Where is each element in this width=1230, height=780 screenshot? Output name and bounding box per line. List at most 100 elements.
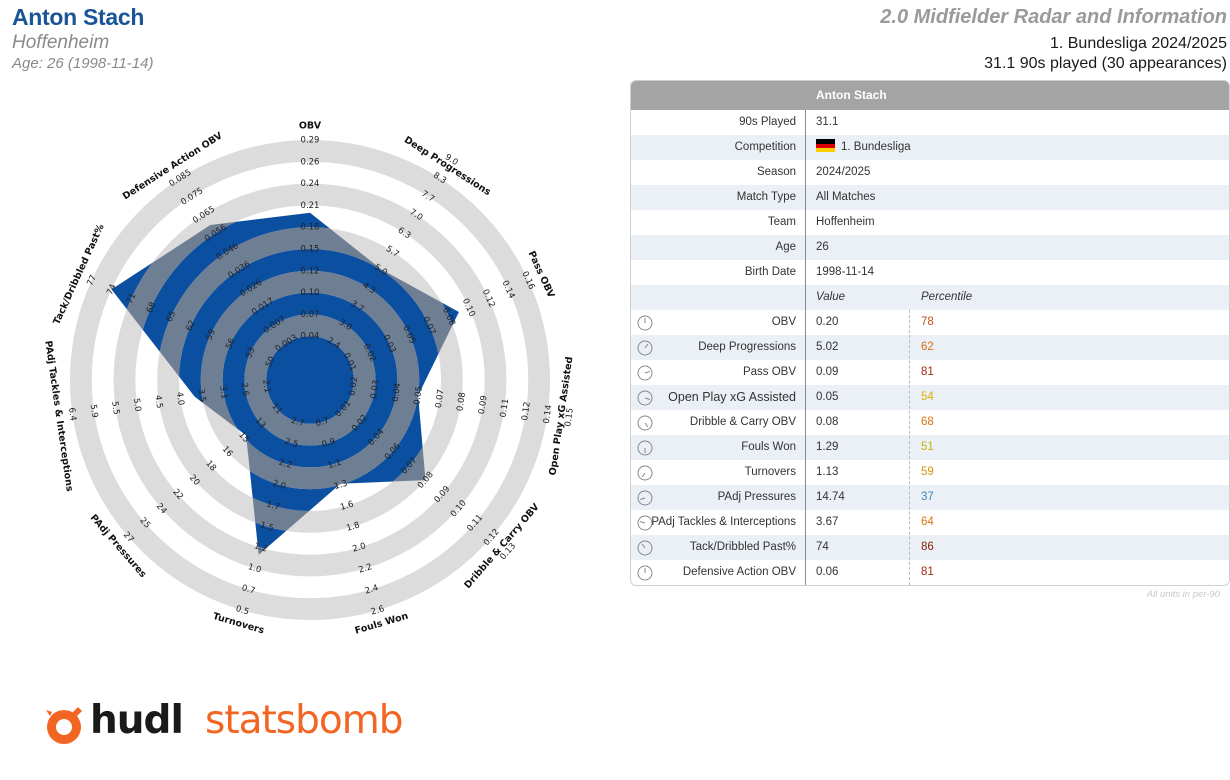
radar-tick-label: 1.0 — [247, 562, 263, 575]
radar-tick-label: 77 — [85, 274, 99, 288]
info-value-text: 26 — [816, 241, 829, 253]
radar-tick-label: 2.6 — [239, 382, 251, 397]
metric-percentile: 81 — [921, 366, 934, 378]
radar-tick-label: 0.14 — [542, 404, 555, 424]
radar-tick-label: 1.3 — [333, 479, 349, 492]
table-row: Deep Progressions 5.02 62 — [631, 335, 1229, 360]
metric-value: 0.08 — [816, 416, 839, 428]
radar-tick-label: 0.18 — [301, 223, 320, 233]
metric-label: Tack/Dribbled Past% — [689, 541, 796, 553]
metric-percentile: 59 — [921, 466, 934, 478]
radar-tick-label: 0.29 — [301, 136, 320, 146]
radar-tick-label: 6.4 — [66, 407, 78, 422]
metric-label: Open Play xG Assisted — [668, 390, 796, 404]
radar-tick-label: 1.1 — [327, 458, 343, 471]
info-label: Team — [767, 216, 796, 228]
report-title: 2.0 Midfielder Radar and Information — [880, 6, 1227, 28]
info-value: 1. Bundesliga — [816, 135, 911, 160]
radar-tick-label: 1.6 — [339, 499, 355, 512]
metric-value: 74 — [816, 541, 829, 553]
radar-tick-label: 2.7 — [290, 416, 306, 429]
radar-tick-label: 0.15 — [301, 245, 320, 255]
column-divider — [805, 110, 806, 585]
table-row: Turnovers 1.13 59 — [631, 460, 1229, 485]
metric-value: 14.74 — [816, 491, 845, 503]
radar-tick-label: 53 — [244, 346, 258, 360]
table-row: Pass OBV 0.09 81 — [631, 360, 1229, 385]
info-label: 90s Played — [739, 116, 796, 128]
table-title: Anton Stach — [816, 88, 887, 102]
info-label: Competition — [734, 141, 796, 153]
info-value: 31.1 — [816, 110, 838, 135]
radar-tick-label: 2.0 — [351, 541, 367, 554]
metric-label: PAdj Tackles & Interceptions — [651, 516, 796, 528]
gauge-icon — [637, 515, 653, 531]
percentile-divider — [909, 310, 910, 585]
metric-label: Turnovers — [744, 466, 796, 478]
info-value: All Matches — [816, 185, 875, 210]
table-row: PAdj Pressures 14.74 37 — [631, 485, 1229, 510]
logo-statsbomb-text: statsbomb — [205, 698, 403, 743]
metric-percentile: 37 — [921, 491, 934, 503]
radar-tick-label: 1.7 — [265, 499, 281, 512]
table-row: Tack/Dribbled Past% 74 86 — [631, 535, 1229, 560]
gauge-icon — [637, 565, 653, 581]
metric-value: 1.13 — [816, 466, 839, 478]
units-note: All units in per-90 — [1146, 589, 1220, 600]
metric-percentile: 86 — [921, 541, 934, 553]
metric-percentile: 62 — [921, 341, 934, 353]
radar-tick-label: 0.24 — [301, 179, 320, 189]
metric-value: 0.09 — [816, 366, 839, 378]
radar-tick-label: 68 — [145, 301, 159, 315]
radar-tick-label: 1.5 — [259, 520, 275, 533]
table-row: Birth Date 1998-11-14 — [631, 260, 1229, 285]
player-info-table: Anton Stach 90s Played 31.1 Competition 1. … — [630, 80, 1230, 586]
radar-tick-label: 3.5 — [195, 388, 207, 403]
radar-tick-label: 2.1 — [260, 379, 272, 394]
gauge-icon — [637, 390, 653, 406]
table-row: Fouls Won 1.29 51 — [631, 435, 1229, 460]
radar-tick-label: 59 — [204, 328, 218, 342]
radar-tick-label: 0.04 — [391, 382, 404, 402]
info-value-text: 31.1 — [816, 116, 839, 128]
table-subheader: Value Percentile — [631, 285, 1229, 310]
radar-tick-label: 2.6 — [370, 604, 386, 617]
radar-tick-label: 0.11 — [499, 398, 512, 418]
metric-label: Defensive Action OBV — [682, 566, 796, 578]
info-value: 2024/2025 — [816, 160, 870, 185]
value-column-header: Value — [816, 291, 845, 303]
radar-tick-label: 0.12 — [301, 266, 320, 276]
radar-tick-label: 0.03 — [369, 379, 382, 399]
table-row: Team Hoffenheim — [631, 210, 1229, 235]
metric-percentile: 81 — [921, 566, 934, 578]
metric-label: OBV — [771, 316, 796, 328]
metric-value: 5.02 — [816, 341, 839, 353]
radar-tick-label: 50 — [264, 355, 278, 369]
radar-tick-label: 0.7 — [315, 416, 331, 429]
table-row: Age 26 — [631, 235, 1229, 260]
radar-chart: 0.04 0.07 0.10 0.12 0.15 0.18 0.21 0.24 0.26 0.29… — [42, 121, 576, 637]
radar-tick-label: 0.12 — [520, 401, 533, 421]
radar-band-ring — [113, 183, 507, 577]
metric-percentile: 68 — [921, 416, 934, 428]
radar-tick-label: 1.2 — [253, 541, 269, 554]
radar-band-ring — [69, 139, 551, 621]
metric-label: Dribble & Carry OBV — [689, 416, 796, 428]
radar-tick-label: 0.26 — [301, 157, 320, 167]
radar-tick-label: 2.0 — [271, 479, 287, 492]
germany-flag-icon — [816, 139, 835, 153]
table-body: 90s Played 31.1 Competition 1. Bundesliga Se… — [631, 110, 1229, 585]
gauge-icon — [637, 315, 653, 331]
radar-tick-label: 0.15 — [563, 407, 576, 427]
gauge-icon — [637, 340, 653, 356]
metric-value: 3.67 — [816, 516, 839, 528]
played-line: 31.1 90s played (30 appearances) — [984, 55, 1227, 72]
info-label: Match Type — [736, 191, 796, 203]
table-row: Dribble & Carry OBV 0.08 68 — [631, 410, 1229, 435]
table-row: 90s Played 31.1 — [631, 110, 1229, 135]
radar-tick-label: 0.05 — [412, 385, 425, 405]
gauge-icon — [637, 540, 653, 556]
table-row: PAdj Tackles & Interceptions 3.67 64 — [631, 510, 1229, 535]
statsbomb-bomb-icon — [46, 707, 82, 744]
radar-band-overlay — [200, 270, 420, 490]
